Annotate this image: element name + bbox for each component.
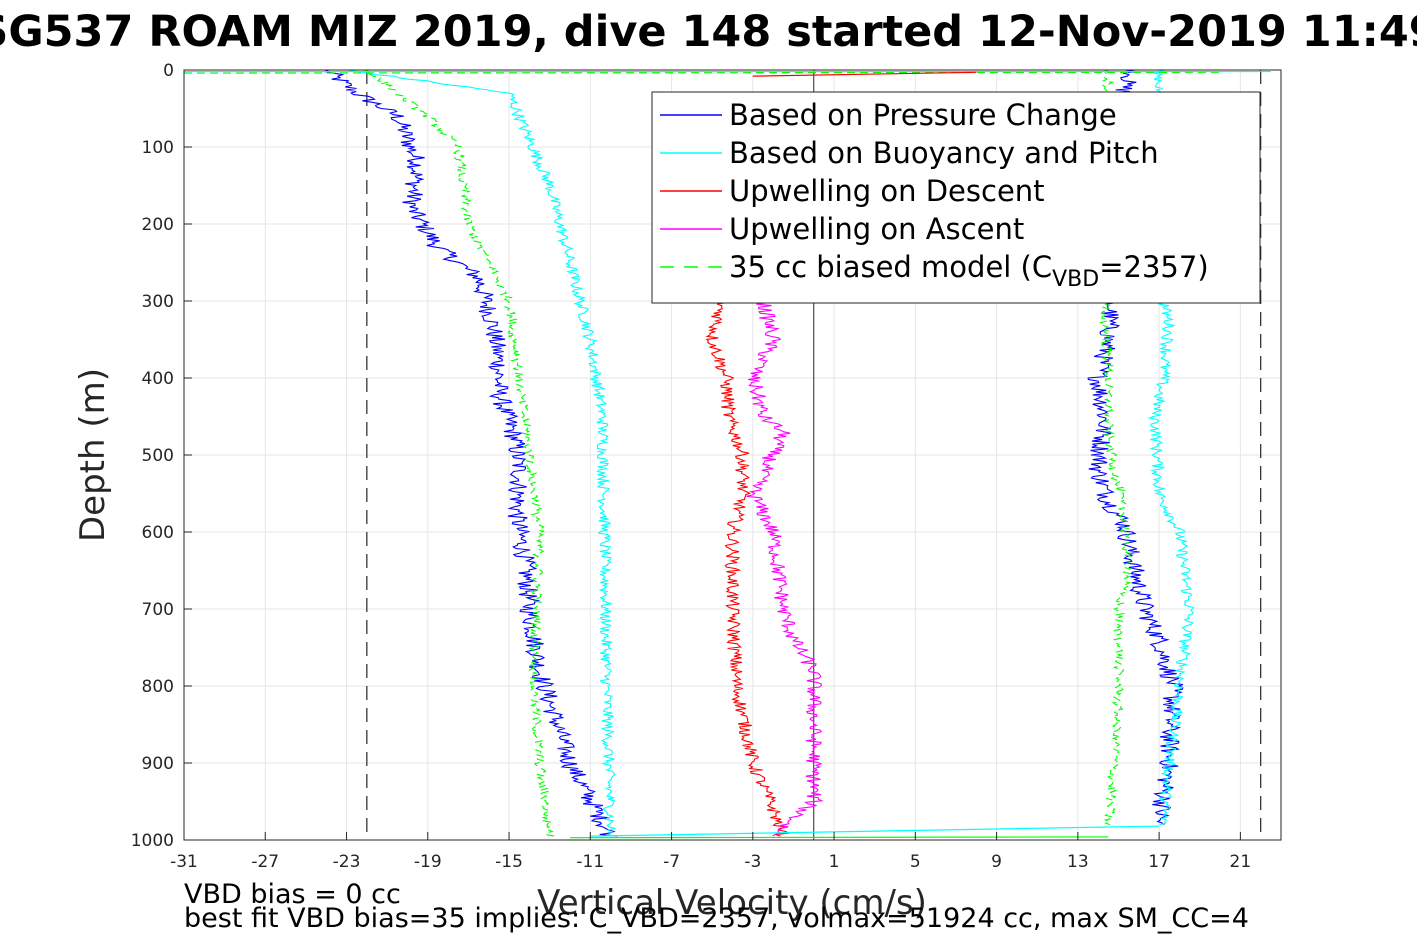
y-tick-label: 300 bbox=[142, 292, 174, 312]
y-tick-label: 600 bbox=[142, 523, 174, 543]
x-tick-label: -23 bbox=[333, 852, 361, 872]
y-tick-label: 800 bbox=[142, 677, 174, 697]
series-line-turnaround-model bbox=[569, 836, 1109, 839]
x-axis-label: Vertical Velocity (cm/s) bbox=[537, 883, 927, 923]
x-tick-label: -15 bbox=[495, 852, 523, 872]
x-tick-label: 21 bbox=[1230, 852, 1252, 872]
x-tick-label: -11 bbox=[576, 852, 604, 872]
x-tick-label: -3 bbox=[744, 852, 761, 872]
x-tick-label: -27 bbox=[251, 852, 279, 872]
legend-entry-label: Based on Buoyancy and Pitch bbox=[729, 136, 1159, 170]
y-tick-label: 100 bbox=[142, 138, 174, 158]
y-tick-label: 500 bbox=[142, 446, 174, 466]
y-axis-label: Depth (m) bbox=[73, 368, 113, 542]
legend-entry-label: Upwelling on Ascent bbox=[729, 212, 1024, 246]
legend-subscript: VBD bbox=[1052, 267, 1099, 292]
legend-entry-label: Upwelling on Descent bbox=[729, 174, 1045, 208]
legend-box bbox=[651, 91, 1261, 304]
note-best-fit: best fit VBD bias=35 implies: C_VBD=2357… bbox=[184, 903, 1249, 934]
y-tick-label: 0 bbox=[163, 61, 174, 81]
y-tick-label: 400 bbox=[142, 369, 174, 389]
x-tick-label: -7 bbox=[663, 852, 680, 872]
series-line-surface-upwelling bbox=[752, 71, 977, 77]
x-tick-label: 5 bbox=[910, 852, 921, 872]
legend-tail: =2357) bbox=[1099, 250, 1208, 284]
y-tick-label: 900 bbox=[142, 754, 174, 774]
legend: Based on Pressure Change Based on Buoyanc… bbox=[651, 91, 1261, 304]
series-line-descent bbox=[347, 69, 616, 837]
x-tick-label: 1 bbox=[829, 852, 840, 872]
series-line-descent bbox=[363, 69, 555, 837]
y-tick-labels: 0 100 200 300 400 500 600 700 800 900 1000 bbox=[131, 61, 192, 851]
legend-entry-label: Based on Pressure Change bbox=[729, 98, 1117, 132]
x-tick-labels: -31 -27 -23 -19 -15 -11 -7 -3 1 5 9 13 17 21 bbox=[170, 832, 1251, 872]
x-tick-label: 9 bbox=[991, 852, 1002, 872]
series-line-descent bbox=[746, 300, 824, 837]
x-tick-label: 17 bbox=[1148, 852, 1170, 872]
note-vbd-bias: VBD bias = 0 cc bbox=[184, 879, 401, 910]
series-line-descent bbox=[324, 69, 618, 837]
series-line-descent bbox=[705, 300, 791, 837]
chart-title: SG537 ROAM MIZ 2019, dive 148 started 12… bbox=[0, 7, 1417, 57]
x-tick-label: 13 bbox=[1067, 852, 1089, 872]
y-tick-label: 1000 bbox=[131, 831, 174, 851]
x-tick-label: -31 bbox=[170, 852, 198, 872]
y-tick-label: 200 bbox=[142, 215, 174, 235]
series-line-turnaround bbox=[590, 825, 1160, 837]
series-line-surface-model bbox=[183, 71, 1221, 74]
y-tick-label: 700 bbox=[142, 600, 174, 620]
x-tick-label: -19 bbox=[414, 852, 442, 872]
